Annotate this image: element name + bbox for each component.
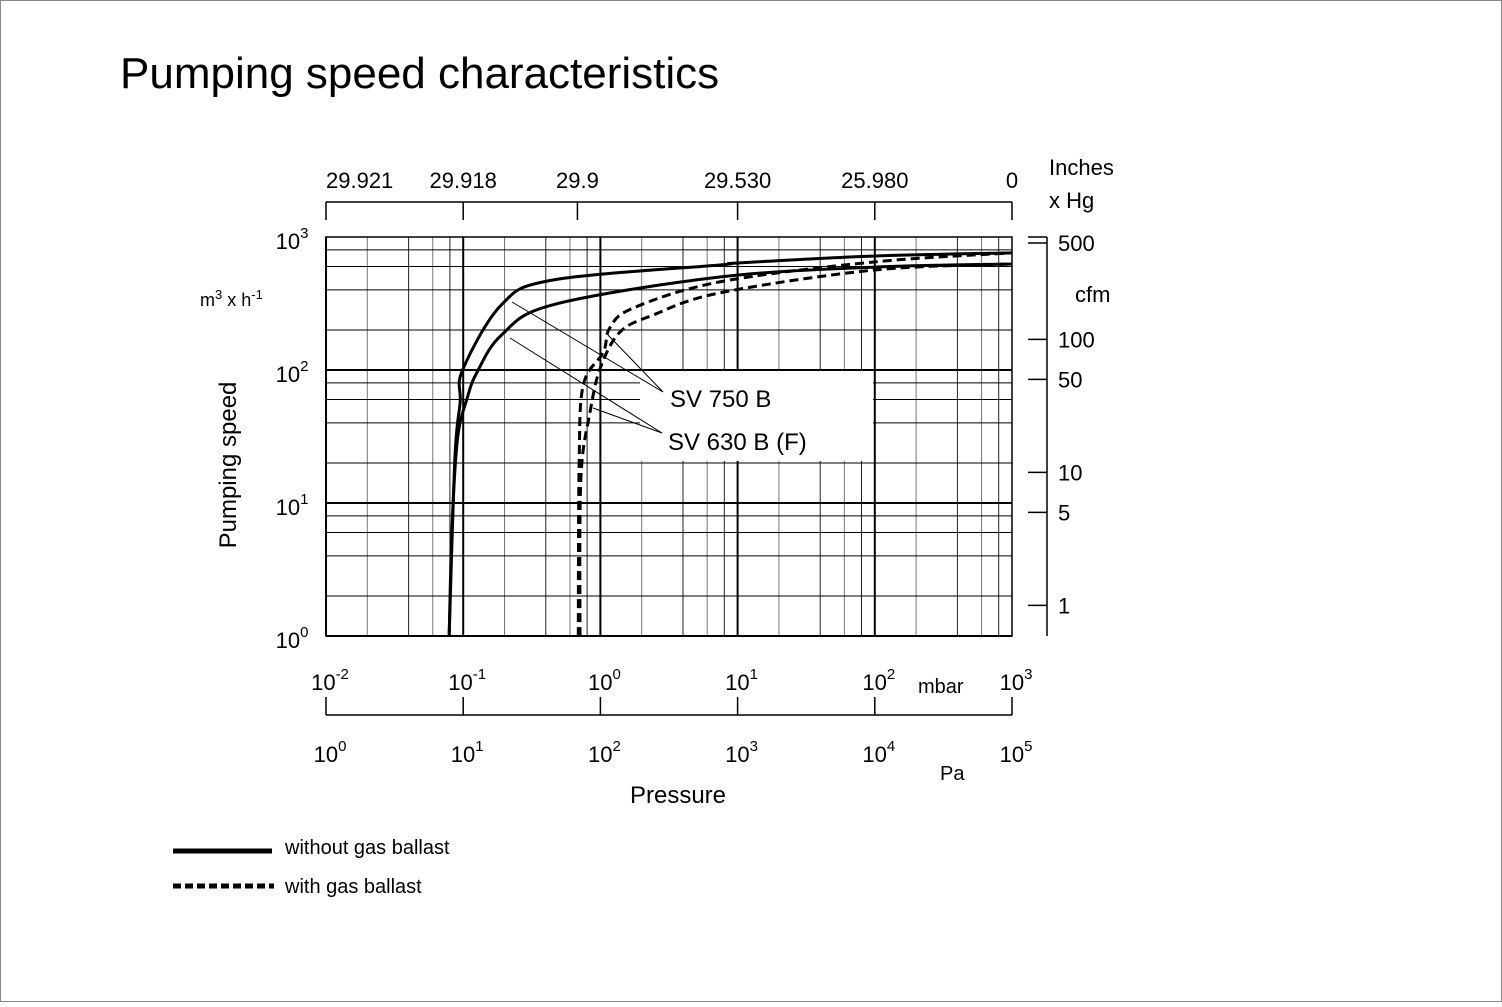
leader-lines [509,301,664,434]
mbar-tick-label: 103 [1000,666,1033,695]
curves [447,251,1013,637]
mbar-unit: mbar [918,676,964,698]
mbar-tick-label: 10-2 [311,666,349,695]
cfm-tick-label: 500 [1058,231,1095,256]
y-tick-label: 102 [276,358,309,387]
chart-title: Pumping speed characteristics [120,49,719,98]
pa-tick-label: 100 [314,738,347,767]
axes: 29.921 29.918 29.9 29.530 25.980 0 10-2 10-1 100… [276,168,1095,767]
mbar-tick-label: 10-1 [448,666,486,695]
legend-label-with-ballast: with gas ballast [284,876,422,898]
annotation-sv750b: SV 750 B [670,386,771,413]
plot-border [325,236,1013,637]
cfm-tick-label: 10 [1058,460,1082,485]
pa-tick-label: 102 [588,738,621,767]
inhg-tick-label: 0 [1006,168,1018,193]
pa-tick-label: 105 [1000,738,1033,767]
pa-tick-label: 101 [451,738,484,767]
inhg-unit-line1: Inches [1049,155,1114,180]
y-axis-label: Pumping speed [215,382,242,549]
y-tick-label: 101 [276,491,309,520]
mbar-tick-label: 101 [725,666,758,695]
pa-tick-label: 103 [725,738,758,767]
leader-line [607,334,664,393]
pa-unit: Pa [940,763,965,785]
inhg-unit-line2: x Hg [1049,188,1094,213]
leader-line [509,337,663,434]
mbar-tick-label: 102 [862,666,895,695]
series-line-sv-630-b-f--gas-ballast [578,262,1013,637]
cfm-tick-label: 100 [1058,327,1095,352]
y-tick-label: 103 [276,225,309,254]
series-line-sv-750-b-gas-ballast [576,251,1013,637]
inhg-tick-label: 29.918 [430,168,497,193]
cfm-tick-label: 5 [1058,500,1070,525]
cfm-tick-label: 1 [1058,593,1070,618]
y-unit-label: m3 x h-1 [200,287,263,310]
inhg-tick-label: 29.9 [556,168,599,193]
cfm-tick-label: 50 [1058,367,1082,392]
x-axis-label: Pressure [630,782,726,809]
y-tick-label: 100 [276,624,309,653]
inhg-tick-label: 29.921 [326,168,393,193]
pa-tick-label: 104 [862,738,895,767]
inhg-tick-label: 25.980 [841,168,908,193]
legend-label-without-ballast: without gas ballast [284,837,450,859]
cfm-unit: cfm [1075,282,1110,307]
annotation-sv630b: SV 630 B (F) [668,429,807,456]
inhg-tick-label: 29.530 [704,168,771,193]
leader-line [592,407,663,434]
leader-line [511,301,664,393]
mbar-tick-label: 100 [588,666,621,695]
series-line-sv-630-b-f- [447,262,1013,637]
label-box [640,371,873,461]
